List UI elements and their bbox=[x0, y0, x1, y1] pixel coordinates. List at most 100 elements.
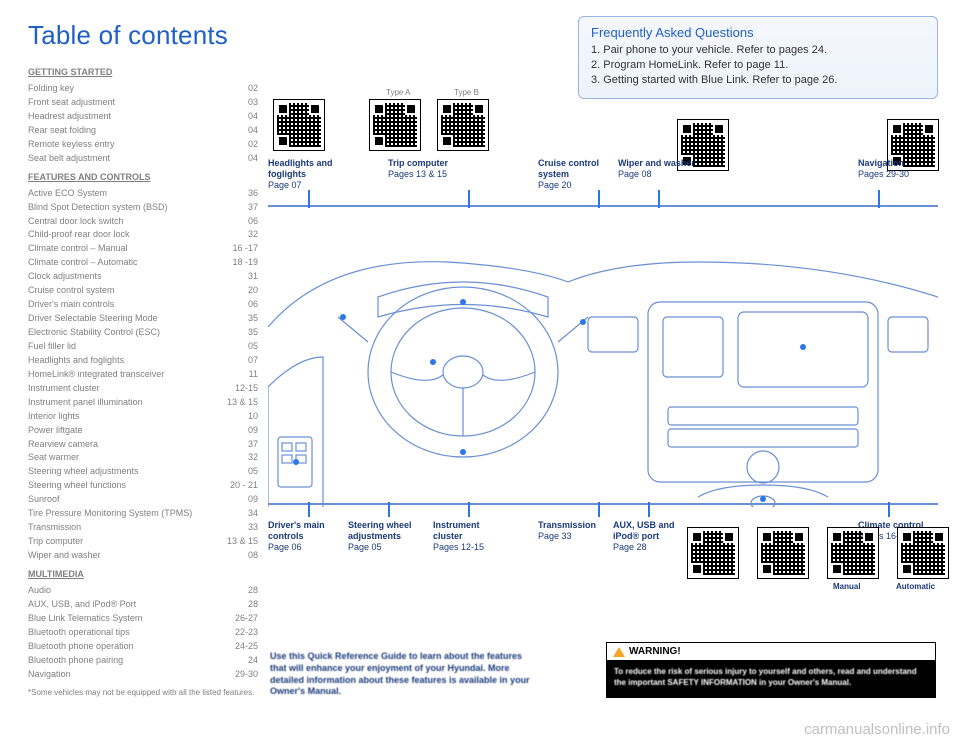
toc-page: 16 -17 bbox=[220, 242, 258, 256]
toc-label: Interior lights bbox=[28, 410, 220, 424]
toc-label: Cruise control system bbox=[28, 284, 220, 298]
faq-box: Frequently Asked Questions 1. Pair phone… bbox=[578, 16, 938, 99]
qr-code bbox=[828, 528, 878, 578]
toc-row: Seat belt adjustment04 bbox=[28, 152, 258, 166]
toc-label: Transmission bbox=[28, 521, 220, 535]
toc-label: Electronic Stability Control (ESC) bbox=[28, 326, 220, 340]
callout-label: Trip computerPages 13 & 15 bbox=[388, 158, 468, 180]
toc-label: Blue Link Telematics System bbox=[28, 612, 220, 626]
toc-page: 36 bbox=[220, 187, 258, 201]
toc-label: Navigation bbox=[28, 668, 220, 682]
use-guide-text: Use this Quick Reference Guide to learn … bbox=[270, 651, 540, 698]
faq-line: 3. Getting started with Blue Link. Refer… bbox=[591, 73, 925, 88]
toc-label: Remote keyless entry bbox=[28, 138, 220, 152]
toc-column: Table of contents GETTING STARTED Folding… bbox=[28, 20, 258, 732]
toc-label: Folding key bbox=[28, 82, 220, 96]
toc-label: Sunroof bbox=[28, 493, 220, 507]
toc-row: Climate control – Manual16 -17 bbox=[28, 242, 258, 256]
toc-page: 04 bbox=[220, 152, 258, 166]
toc-label: Seat warmer bbox=[28, 451, 220, 465]
toc-page: 09 bbox=[220, 493, 258, 507]
toc-label: Rearview camera bbox=[28, 438, 220, 452]
toc-label: Active ECO System bbox=[28, 187, 220, 201]
toc-label: Climate control – Manual bbox=[28, 242, 220, 256]
warning-header: WARNING! bbox=[606, 642, 936, 661]
faq-line: 2. Program HomeLink. Refer to page 11. bbox=[591, 58, 925, 73]
toc-page: 24 bbox=[220, 654, 258, 668]
toc-label: Instrument panel illumination bbox=[28, 396, 220, 410]
toc-page: 07 bbox=[220, 354, 258, 368]
toc-row: Steering wheel functions20 - 21 bbox=[28, 479, 258, 493]
page-title: Table of contents bbox=[28, 20, 258, 51]
toc-page: 29-30 bbox=[220, 668, 258, 682]
toc-row: Fuel filler lid05 bbox=[28, 340, 258, 354]
callout-label: NavigationPages 29-30 bbox=[858, 158, 938, 180]
toc-label: Child-proof rear door lock bbox=[28, 228, 220, 242]
callout-label: AUX, USB and iPod® portPage 28 bbox=[613, 520, 691, 552]
toc-row: Child-proof rear door lock32 bbox=[28, 228, 258, 242]
qr-code bbox=[438, 100, 488, 150]
toc-page: 02 bbox=[220, 138, 258, 152]
qr-code bbox=[758, 528, 808, 578]
toc-page: 11 bbox=[220, 368, 258, 382]
toc-page: 35 bbox=[220, 312, 258, 326]
toc-label: Steering wheel functions bbox=[28, 479, 220, 493]
type-a-label: Type A bbox=[386, 88, 410, 97]
callout-label: Wiper and washerPage 08 bbox=[618, 158, 698, 180]
dashboard-illustration bbox=[268, 205, 938, 505]
callout-label: Cruise control systemPage 20 bbox=[538, 158, 618, 190]
toc-page: 18 -19 bbox=[220, 256, 258, 270]
toc-row: Folding key02 bbox=[28, 82, 258, 96]
toc-page: 28 bbox=[220, 584, 258, 598]
toc-page: 33 bbox=[220, 521, 258, 535]
toc-label: Steering wheel adjustments bbox=[28, 465, 220, 479]
qr-code bbox=[370, 100, 420, 150]
qr-code bbox=[688, 528, 738, 578]
toc-row: Instrument cluster12-15 bbox=[28, 382, 258, 396]
toc-row: Blind Spot Detection system (BSD)37 bbox=[28, 201, 258, 215]
toc-label: Central door lock switch bbox=[28, 215, 220, 229]
toc-label: Bluetooth operational tips bbox=[28, 626, 220, 640]
toc-row: Instrument panel illumination13 & 15 bbox=[28, 396, 258, 410]
toc-row: Bluetooth operational tips22-23 bbox=[28, 626, 258, 640]
toc-page: 37 bbox=[220, 438, 258, 452]
toc-label: AUX, USB, and iPod® Port bbox=[28, 598, 220, 612]
toc-page: 06 bbox=[220, 298, 258, 312]
diagram-area: Frequently Asked Questions 1. Pair phone… bbox=[258, 20, 942, 732]
toc-row: Remote keyless entry02 bbox=[28, 138, 258, 152]
toc-row: Wiper and washer08 bbox=[28, 549, 258, 563]
toc-label: Driver's main controls bbox=[28, 298, 220, 312]
toc-page: 22-23 bbox=[220, 626, 258, 640]
toc-label: Trip computer bbox=[28, 535, 220, 549]
toc-row: Seat warmer32 bbox=[28, 451, 258, 465]
toc-row: Bluetooth phone pairing24 bbox=[28, 654, 258, 668]
toc-page: 31 bbox=[220, 270, 258, 284]
toc-page: 24-25 bbox=[220, 640, 258, 654]
watermark: carmanualsonline.info bbox=[804, 721, 950, 738]
toc-label: Headrest adjustment bbox=[28, 110, 220, 124]
toc-row: Headlights and foglights07 bbox=[28, 354, 258, 368]
callout-label: Steering wheel adjustmentsPage 05 bbox=[348, 520, 426, 552]
toc-label: Bluetooth phone operation bbox=[28, 640, 220, 654]
toc-row: Headrest adjustment04 bbox=[28, 110, 258, 124]
toc-page: 13 & 15 bbox=[220, 396, 258, 410]
toc-page: 08 bbox=[220, 549, 258, 563]
toc-label: Audio bbox=[28, 584, 220, 598]
toc-label: Blind Spot Detection system (BSD) bbox=[28, 201, 220, 215]
toc-label: Seat belt adjustment bbox=[28, 152, 220, 166]
toc-row: Transmission33 bbox=[28, 521, 258, 535]
faq-title: Frequently Asked Questions bbox=[591, 25, 925, 40]
toc-page: 20 bbox=[220, 284, 258, 298]
toc-row: Trip computer13 & 15 bbox=[28, 535, 258, 549]
toc-row: Rearview camera37 bbox=[28, 438, 258, 452]
toc-row: Power liftgate09 bbox=[28, 424, 258, 438]
toc-label: HomeLink® integrated transceiver bbox=[28, 368, 220, 382]
toc-row: Tire Pressure Monitoring System (TPMS)34 bbox=[28, 507, 258, 521]
toc-label: Headlights and foglights bbox=[28, 354, 220, 368]
warning-title: WARNING! bbox=[629, 646, 681, 657]
footnote: *Some vehicles may not be equipped with … bbox=[28, 688, 258, 698]
automatic-label: Automatic bbox=[896, 582, 935, 591]
toc-row: HomeLink® integrated transceiver11 bbox=[28, 368, 258, 382]
toc-section-header: GETTING STARTED bbox=[28, 67, 258, 77]
toc-row: Bluetooth phone operation24-25 bbox=[28, 640, 258, 654]
